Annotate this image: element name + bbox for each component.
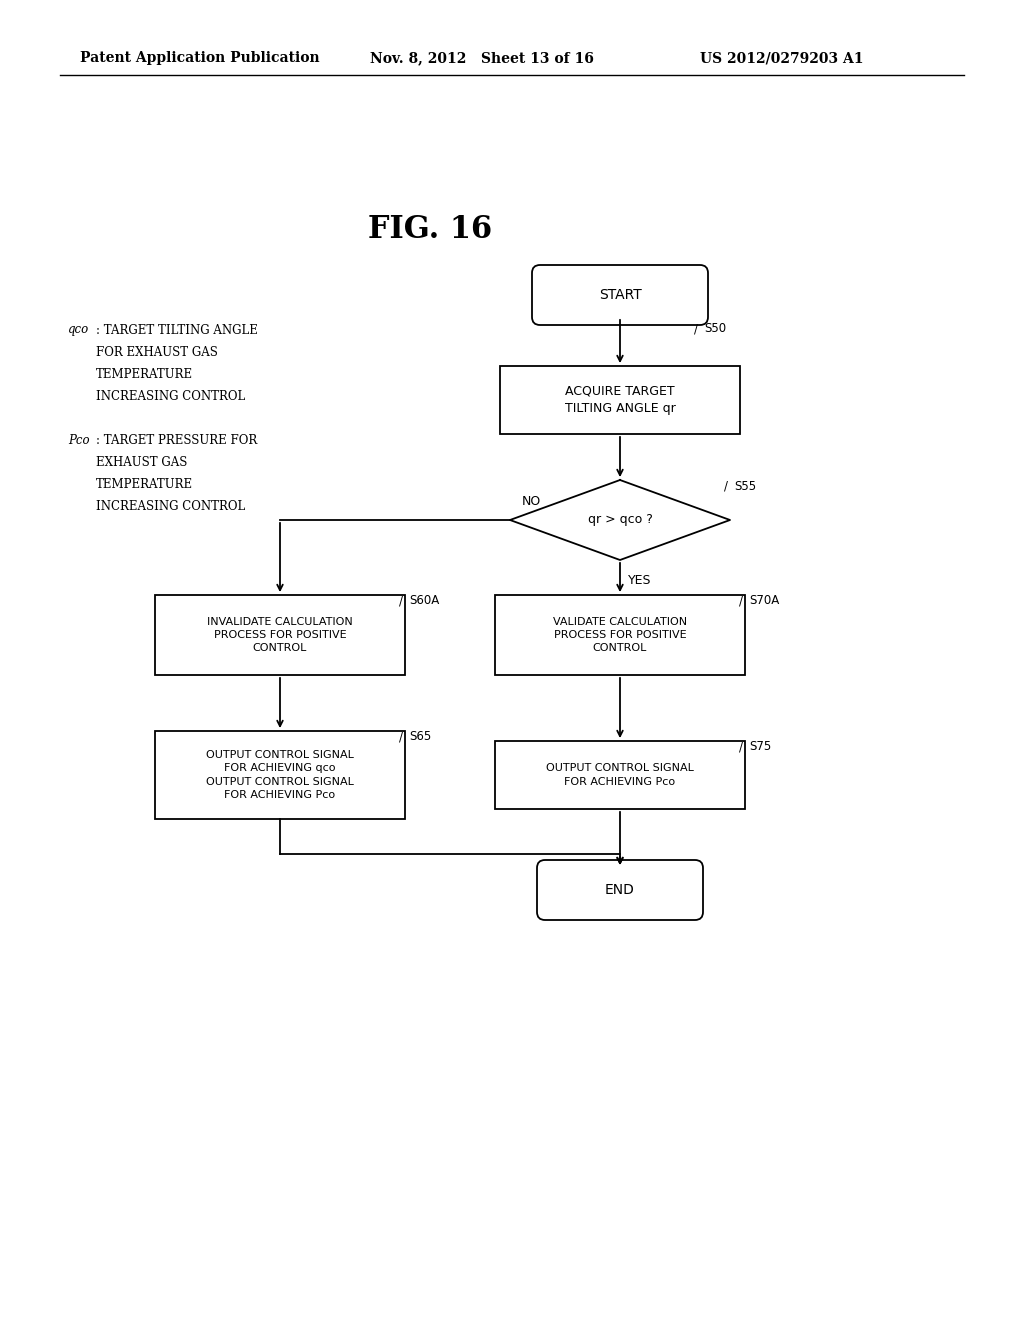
Text: INVALIDATE CALCULATION
PROCESS FOR POSITIVE
CONTROL: INVALIDATE CALCULATION PROCESS FOR POSIT… (207, 616, 353, 653)
Text: S75: S75 (749, 741, 771, 754)
Text: FIG. 16: FIG. 16 (368, 214, 493, 246)
Bar (155, 731, 406, 818)
Text: INCREASING CONTROL: INCREASING CONTROL (96, 389, 246, 403)
Bar (495, 595, 745, 675)
Text: US 2012/0279203 A1: US 2012/0279203 A1 (700, 51, 863, 65)
Text: qr > qco ?: qr > qco ? (588, 513, 652, 527)
Text: : TARGET TILTING ANGLE: : TARGET TILTING ANGLE (96, 323, 258, 337)
Text: S70A: S70A (749, 594, 779, 607)
Text: S50: S50 (705, 322, 726, 335)
Text: Nov. 8, 2012   Sheet 13 of 16: Nov. 8, 2012 Sheet 13 of 16 (370, 51, 594, 65)
Text: ACQUIRE TARGET
TILTING ANGLE qr: ACQUIRE TARGET TILTING ANGLE qr (564, 385, 676, 414)
Text: OUTPUT CONTROL SIGNAL
FOR ACHIEVING Pco: OUTPUT CONTROL SIGNAL FOR ACHIEVING Pco (546, 763, 694, 787)
Text: EXHAUST GAS: EXHAUST GAS (96, 455, 187, 469)
Text: FOR EXHAUST GAS: FOR EXHAUST GAS (96, 346, 218, 359)
Text: : TARGET PRESSURE FOR: : TARGET PRESSURE FOR (96, 433, 257, 446)
Bar (495, 741, 745, 809)
Text: /: / (399, 594, 403, 607)
Text: S55: S55 (734, 479, 756, 492)
Text: /: / (724, 479, 728, 492)
Text: S65: S65 (409, 730, 431, 743)
Text: /: / (739, 594, 743, 607)
Text: /: / (399, 730, 403, 743)
Polygon shape (510, 480, 730, 560)
Text: /: / (694, 322, 698, 335)
Text: TEMPERATURE: TEMPERATURE (96, 367, 194, 380)
Text: qco: qco (68, 323, 89, 337)
Text: OUTPUT CONTROL SIGNAL
FOR ACHIEVING qco
OUTPUT CONTROL SIGNAL
FOR ACHIEVING Pco: OUTPUT CONTROL SIGNAL FOR ACHIEVING qco … (206, 750, 354, 800)
Text: NO: NO (522, 495, 542, 508)
Text: START: START (599, 288, 641, 302)
Bar (500, 366, 740, 434)
Text: Pco: Pco (68, 433, 90, 446)
FancyBboxPatch shape (537, 861, 703, 920)
Text: Patent Application Publication: Patent Application Publication (80, 51, 319, 65)
Text: END: END (605, 883, 635, 898)
Text: /: / (739, 741, 743, 754)
Text: S60A: S60A (409, 594, 439, 607)
Text: YES: YES (628, 574, 651, 587)
Text: TEMPERATURE: TEMPERATURE (96, 478, 194, 491)
FancyBboxPatch shape (532, 265, 708, 325)
Text: INCREASING CONTROL: INCREASING CONTROL (96, 499, 246, 512)
Bar (155, 595, 406, 675)
Text: VALIDATE CALCULATION
PROCESS FOR POSITIVE
CONTROL: VALIDATE CALCULATION PROCESS FOR POSITIV… (553, 616, 687, 653)
